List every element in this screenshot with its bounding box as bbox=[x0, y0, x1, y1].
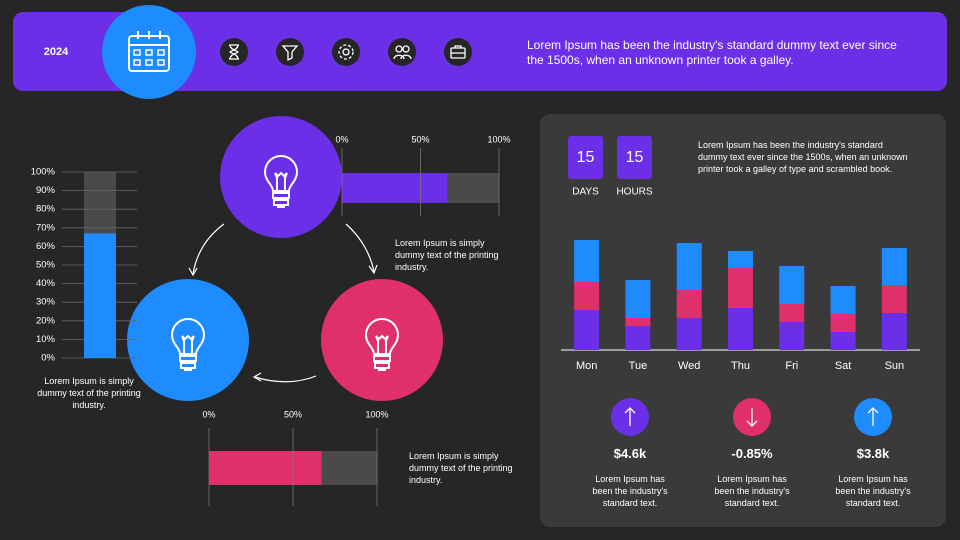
x-tick-label: Sat bbox=[835, 360, 852, 372]
note: Lorem Ipsum is simply dummy text of the … bbox=[409, 451, 513, 485]
y-tick-label: 40% bbox=[36, 278, 56, 289]
calendar-circle bbox=[102, 5, 196, 99]
countdown-box bbox=[568, 136, 603, 179]
bar-segment bbox=[779, 266, 805, 304]
x-tick-label: Wed bbox=[678, 360, 700, 372]
countdown-text: Lorem Ipsum has been the industry's stan… bbox=[698, 140, 908, 174]
x-tick-label: 100% bbox=[365, 409, 388, 419]
bar-segment bbox=[779, 322, 805, 350]
bar-segment bbox=[881, 313, 907, 350]
kpi-text: Lorem Ipsum has been the industry's stan… bbox=[835, 474, 911, 508]
countdown-label: DAYS bbox=[572, 187, 599, 198]
y-tick-label: 90% bbox=[36, 185, 56, 196]
bar-segment bbox=[830, 314, 856, 332]
bar-segment bbox=[728, 251, 753, 268]
bar-segment bbox=[779, 304, 805, 322]
bar-segment bbox=[676, 318, 702, 350]
x-tick-label: 50% bbox=[411, 134, 429, 144]
bar bbox=[84, 233, 116, 358]
bar bbox=[209, 451, 322, 485]
x-tick-label: 50% bbox=[284, 409, 302, 419]
kpi-arrows bbox=[624, 407, 879, 427]
bar-segment bbox=[830, 286, 856, 314]
header-year: 2024 bbox=[44, 46, 69, 58]
header-bar bbox=[13, 12, 947, 91]
y-tick-label: 60% bbox=[36, 241, 56, 252]
kpi-text: Lorem Ipsum has been the industry's stan… bbox=[592, 474, 668, 508]
y-tick-label: 0% bbox=[41, 353, 55, 364]
y-tick-label: 70% bbox=[36, 222, 56, 233]
x-tick-label: 0% bbox=[202, 409, 215, 419]
y-tick-label: 20% bbox=[36, 315, 56, 326]
countdown-box bbox=[617, 136, 652, 179]
note: Lorem Ipsum is simply dummy text of the … bbox=[395, 238, 499, 272]
cycle-arrows bbox=[188, 223, 378, 383]
bar-segment bbox=[625, 280, 651, 318]
header-glyphs bbox=[229, 44, 466, 62]
bar-segment bbox=[625, 326, 651, 350]
y-tick-label: 80% bbox=[36, 204, 56, 215]
kpi-text: Lorem Ipsum has been the industry's stan… bbox=[714, 474, 790, 508]
bar-segment bbox=[574, 282, 600, 310]
x-tick-label: Thu bbox=[731, 360, 750, 372]
bar-segment bbox=[830, 332, 856, 350]
y-tick-label: 50% bbox=[36, 260, 56, 271]
bar-segment bbox=[676, 243, 702, 290]
bar-segment bbox=[625, 318, 651, 326]
bulb-circle bbox=[321, 279, 443, 401]
x-tick-label: 100% bbox=[487, 134, 510, 144]
x-tick-label: Sun bbox=[885, 360, 905, 372]
y-tick-label: 100% bbox=[31, 167, 56, 178]
bar-segment bbox=[574, 240, 600, 282]
bar-segment bbox=[728, 308, 753, 350]
countdown-value: 15 bbox=[577, 149, 595, 166]
bar-segment bbox=[676, 290, 702, 318]
y-tick-label: 10% bbox=[36, 334, 56, 345]
bar-segment bbox=[881, 248, 907, 285]
header-icons bbox=[220, 38, 472, 66]
countdown-label: HOURS bbox=[616, 187, 652, 198]
bar-segment bbox=[881, 285, 907, 313]
x-tick-label: 0% bbox=[335, 134, 348, 144]
countdown-value: 15 bbox=[626, 149, 644, 166]
bar bbox=[342, 173, 448, 203]
x-tick-label: Fri bbox=[785, 360, 798, 372]
header-text: Lorem Ipsum has been the industry's stan… bbox=[527, 38, 897, 67]
kpi-value: -0.85% bbox=[731, 446, 773, 461]
x-tick-label: Mon bbox=[576, 360, 597, 372]
x-tick-label: Tue bbox=[629, 360, 648, 372]
bar-segment bbox=[574, 310, 600, 350]
bulb-circle bbox=[220, 116, 342, 238]
calendar-icon bbox=[128, 31, 170, 72]
kpi-value: $4.6k bbox=[613, 446, 647, 461]
y-tick-label: 30% bbox=[36, 297, 56, 308]
bar-segment bbox=[728, 268, 753, 308]
kpi-value: $3.8k bbox=[856, 446, 890, 461]
bulb-circle bbox=[127, 279, 249, 401]
note: Lorem Ipsum is simply dummy text of the … bbox=[37, 376, 141, 410]
